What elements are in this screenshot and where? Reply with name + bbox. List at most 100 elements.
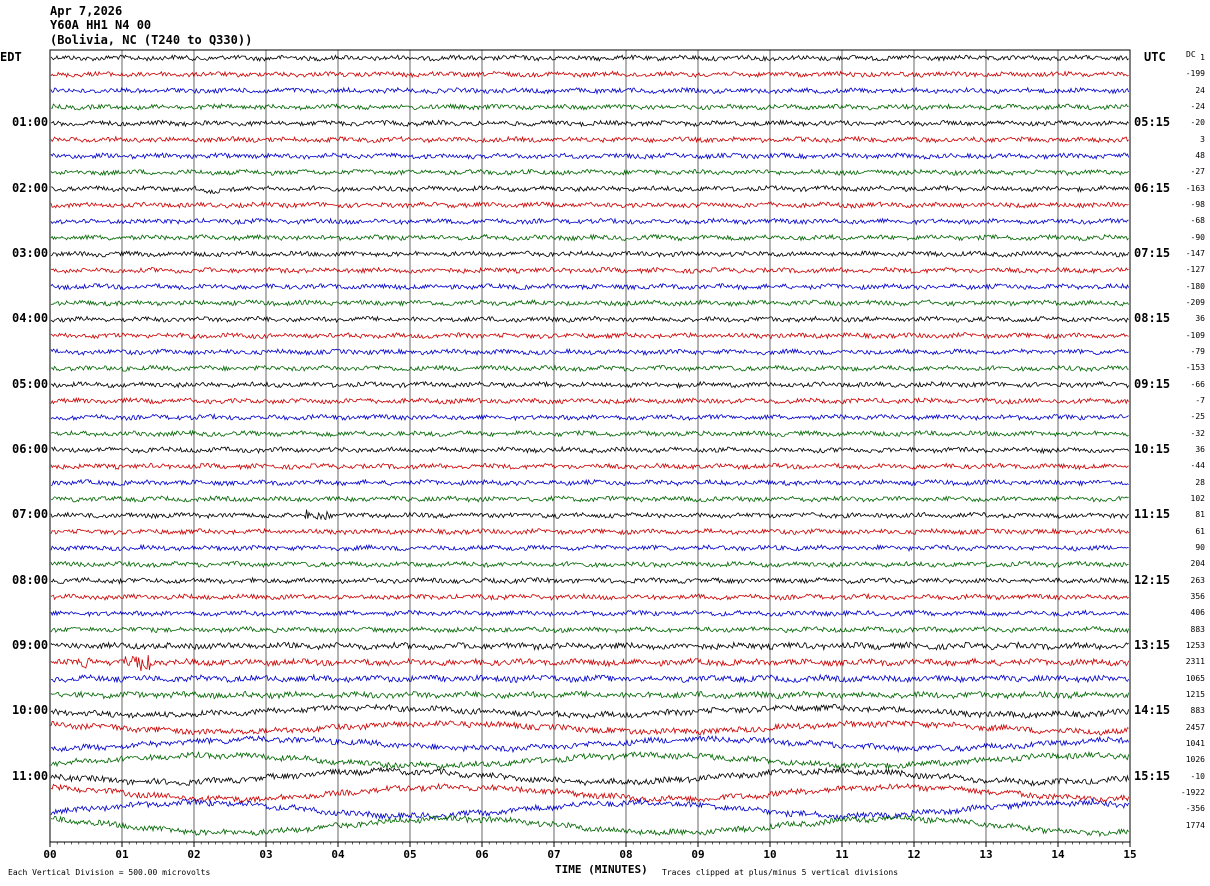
seismic-trace [50,766,1129,787]
dc-offset-value: 2457 [1185,722,1205,732]
utc-axis-label: UTC [1144,50,1166,64]
dc-offset-value: -27 [1190,167,1205,177]
seismic-trace [50,814,1129,838]
edt-axis-label: EDT [0,50,22,64]
seismic-trace [50,735,1129,754]
dc-offset-value: -199 [1185,69,1205,79]
seismic-trace [50,347,1129,357]
utc-hour-label: 11:15 [1134,507,1171,522]
utc-hour-label: 13:15 [1134,638,1171,652]
dc-offset-value: 3 [1200,134,1205,144]
seismic-trace [50,509,1129,521]
edt-hour-label: 04:00 [12,311,49,326]
seismic-trace [50,625,1129,634]
x-tick-label: 08 [619,848,632,861]
dc-offset-value: 406 [1190,608,1205,618]
vertical-division-note: Each Vertical Division = 500.00 microvol… [8,868,211,877]
x-tick-label: 09 [691,848,704,861]
dc-offset-value: 1041 [1185,739,1205,748]
x-axis-label: TIME (MINUTES) [555,863,648,876]
x-tick-label: 06 [475,848,489,861]
seismic-trace [50,478,1129,487]
seismic-trace [50,86,1129,95]
dc-offset-value: -90 [1190,232,1205,242]
seismic-trace [50,609,1129,618]
station-location: (Bolivia, NC (T240 to Q330)) [50,33,253,47]
dc-offset-value: 263 [1190,575,1205,585]
seismic-trace [50,750,1129,770]
edt-hour-label: 02:00 [12,180,49,195]
seismic-trace [50,233,1129,242]
dc-offset-value: -109 [1185,330,1205,340]
dc-offset-value: 61 [1195,526,1205,536]
x-tick-label: 00 [43,848,56,861]
seismic-trace [50,135,1129,144]
dc-offset-value: 90 [1195,543,1205,552]
x-tick-label: 12 [907,848,920,861]
edt-hour-label: 11:00 [12,768,49,783]
edt-hour-label: 07:00 [12,507,49,522]
edt-hour-label: 01:00 [12,115,49,130]
x-tick-label: 02 [187,848,200,861]
utc-hour-label: 14:15 [1134,703,1171,718]
dc-offset-value: -356 [1185,804,1205,814]
utc-hour-label: 06:15 [1134,180,1171,195]
dc-offset-value: 1026 [1185,755,1205,765]
dc-offset-value: -24 [1190,102,1205,111]
seismic-trace [50,641,1129,652]
utc-hour-label: 07:15 [1134,246,1171,260]
dc-offset-value: 1215 [1185,690,1205,699]
seismic-trace [50,315,1129,324]
dc-offset-value: -209 [1185,298,1205,307]
dc-offset-value: -127 [1185,265,1205,275]
dc-offset-value: 356 [1190,592,1205,601]
seismic-trace [50,54,1129,63]
seismic-trace [50,719,1129,736]
x-tick-label: 13 [979,848,992,861]
seismic-trace [50,782,1129,804]
x-tick-label: 04 [331,848,345,861]
dc-offset-value: -44 [1190,461,1205,471]
seismic-trace [51,184,1129,195]
dc-offset-value: 204 [1190,559,1205,569]
seismic-trace [50,217,1129,226]
plot-frame [49,49,1131,843]
seismic-trace [50,282,1129,291]
seismic-trace [50,703,1129,719]
dc-offset-value: 1065 [1185,673,1205,683]
seismic-trace [50,298,1129,307]
dc-offset-value: 883 [1190,624,1205,634]
utc-hour-label: 08:15 [1134,311,1171,326]
seismic-trace [50,151,1129,160]
dc-offset-value: -66 [1190,379,1205,389]
edt-hour-label: 06:00 [12,442,49,456]
clipping-note: Traces clipped at plus/minus 5 vertical … [662,868,899,877]
dc-offset-value: -98 [1190,200,1205,209]
x-tick-label: 10 [763,848,776,861]
dc-column-label: DC [1186,50,1196,59]
seismic-trace [50,396,1129,406]
seismic-trace [50,364,1129,373]
dc-offset-value: 24 [1195,85,1205,95]
dc-offset-value: 36 [1195,445,1205,454]
seismic-trace [50,201,1129,209]
dc-offset-value: 1774 [1185,820,1205,830]
utc-hour-label: 15:15 [1134,768,1171,783]
dc-offset-value: 36 [1195,314,1205,324]
seismic-trace [50,543,1129,552]
plot-date: Apr 7,2026 [50,4,123,18]
station-code: Y60A HH1 N4 00 [50,18,152,32]
dc-offset-value: 48 [1195,151,1205,160]
dc-offset-value: 883 [1190,706,1205,716]
seismic-trace [50,690,1129,700]
dc-offset-value: -147 [1185,249,1205,258]
seismic-trace [50,250,1129,259]
seismic-trace [50,413,1129,422]
dc-offset-value: -68 [1190,216,1205,226]
seismic-trace [50,797,1129,821]
edt-hour-label: 10:00 [12,703,49,718]
x-tick-label: 01 [115,848,129,861]
dc-offset-value: -153 [1185,363,1205,373]
dc-offset-value: -1922 [1180,788,1205,797]
seismic-trace [50,673,1129,684]
